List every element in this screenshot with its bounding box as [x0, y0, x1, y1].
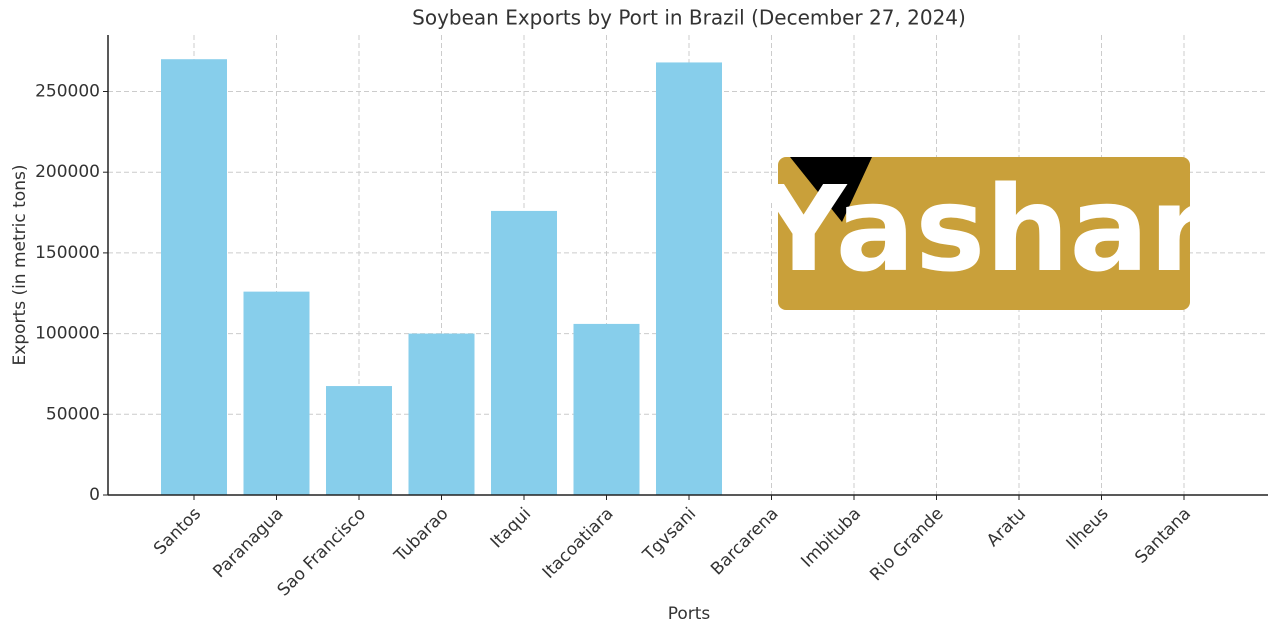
- x-tick-label: Santana: [1131, 504, 1195, 568]
- x-tick-label: Barcarena: [707, 504, 782, 579]
- x-tick-label: Imbituba: [797, 504, 865, 572]
- chart-title: Soybean Exports by Port in Brazil (Decem…: [412, 6, 966, 30]
- x-tick-label: Itaqui: [487, 504, 535, 552]
- bar: [573, 323, 640, 495]
- y-tick-label: 150000: [35, 243, 100, 263]
- x-tick-label: Itacoatiara: [539, 504, 618, 583]
- logo-background: [778, 157, 1190, 310]
- y-tick-label: 250000: [35, 81, 100, 101]
- x-tick-label: Santos: [150, 504, 205, 559]
- y-tick-label: 50000: [46, 404, 100, 424]
- bar: [656, 62, 722, 495]
- y-axis-label: Exports (in metric tons): [10, 165, 30, 366]
- logo-triangle: [790, 157, 872, 222]
- bar: [491, 210, 557, 496]
- x-tick-label: Tubarao: [390, 504, 453, 567]
- bar: [243, 291, 310, 495]
- x-tick-label: Rio Grande: [866, 504, 947, 585]
- x-axis-label: Ports: [668, 604, 711, 624]
- bar: [161, 59, 227, 496]
- logo-text: Yashar: [759, 160, 1207, 298]
- x-tick-label: Tgvsani: [639, 504, 701, 566]
- logo: Yashar: [759, 157, 1207, 310]
- y-tick-label: 0: [89, 485, 100, 505]
- x-tick-label: Sao Francisco: [274, 504, 370, 600]
- x-tick-label: Aratu: [983, 504, 1030, 551]
- bars: [161, 59, 722, 496]
- x-tick-label: Ilheus: [1063, 504, 1113, 554]
- bar: [408, 333, 475, 495]
- y-tick-label: 100000: [35, 324, 100, 344]
- y-tick-label: 200000: [35, 162, 100, 182]
- bar: [326, 386, 392, 495]
- x-tick-label: Paranagua: [209, 504, 287, 582]
